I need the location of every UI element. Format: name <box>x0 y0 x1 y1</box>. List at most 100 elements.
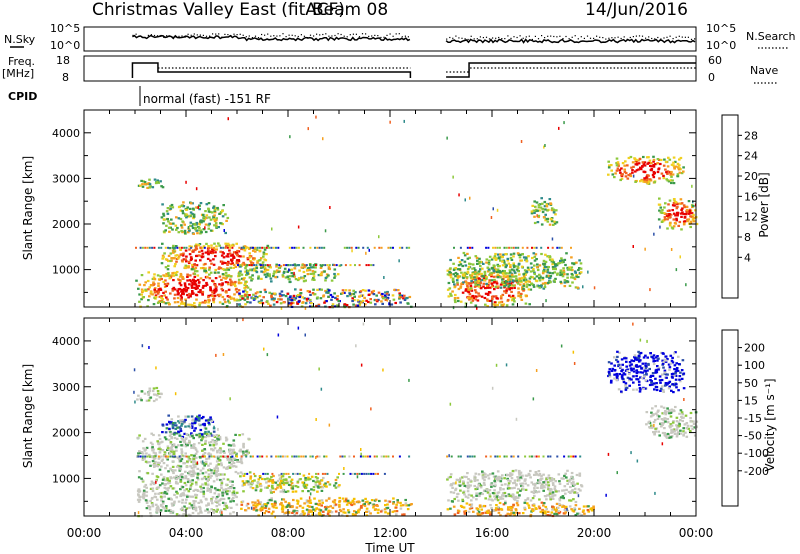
data-cell <box>187 260 191 263</box>
data-cell <box>218 244 221 247</box>
data-cell <box>212 205 216 208</box>
data-cell <box>157 457 161 460</box>
data-cell <box>345 500 348 503</box>
data-cell <box>169 485 173 488</box>
data-cell <box>160 473 163 476</box>
data-cell <box>190 284 194 287</box>
data-cell <box>680 172 684 175</box>
data-cell <box>137 494 140 497</box>
data-cell <box>540 474 543 477</box>
data-cell <box>147 393 150 397</box>
data-cell <box>560 496 563 499</box>
data-cell <box>532 269 535 273</box>
data-cell <box>623 168 626 171</box>
nsearch-dot <box>629 36 631 39</box>
data-cell <box>533 255 537 258</box>
data-cell <box>273 292 277 295</box>
data-cell <box>293 275 296 278</box>
data-cell <box>473 484 476 488</box>
data-cell <box>585 505 589 508</box>
data-cell <box>320 504 323 507</box>
data-cell <box>228 301 231 304</box>
data-cell <box>243 277 246 280</box>
data-cell <box>460 271 463 274</box>
data-cell <box>652 165 656 168</box>
data-cell <box>258 294 262 298</box>
data-cell <box>658 197 661 200</box>
data-cell <box>534 253 538 256</box>
data-cell <box>191 304 194 307</box>
data-cell <box>610 164 613 167</box>
data-cell <box>203 464 206 467</box>
data-cell <box>198 250 201 253</box>
data-cell <box>384 298 388 301</box>
data-cell <box>484 475 487 478</box>
data-cell <box>507 506 510 509</box>
data-cell <box>270 486 274 489</box>
data-cell <box>561 489 564 492</box>
data-cell <box>486 293 490 296</box>
data-cell <box>182 277 185 280</box>
data-cell <box>164 274 168 278</box>
data-cell <box>516 266 520 269</box>
data-cell <box>466 496 470 499</box>
data-cell <box>531 508 534 511</box>
data-cell <box>250 279 253 282</box>
data-cell <box>319 297 323 300</box>
data-cell <box>145 486 148 489</box>
data-cell <box>652 160 655 163</box>
data-cell <box>267 484 271 487</box>
data-cell <box>467 484 470 487</box>
data-cell <box>452 268 456 271</box>
data-cell <box>512 266 516 269</box>
streak-cell <box>314 246 316 249</box>
data-cell <box>207 473 211 476</box>
data-cell <box>183 441 186 444</box>
data-cell <box>674 214 677 217</box>
data-cell <box>490 485 493 488</box>
data-cell <box>557 512 561 515</box>
data-cell <box>242 453 245 457</box>
data-cell <box>152 282 156 286</box>
data-cell <box>326 506 330 509</box>
data-cell <box>406 302 409 305</box>
nsearch-dot <box>389 33 391 35</box>
data-cell <box>173 431 177 434</box>
data-cell <box>549 491 552 494</box>
data-cell <box>272 303 276 306</box>
data-cell <box>313 270 317 273</box>
data-cell <box>204 427 208 430</box>
data-cell <box>575 473 579 477</box>
nsearch-dot <box>645 37 647 39</box>
data-cell <box>340 514 344 517</box>
data-cell <box>152 276 156 279</box>
nsearch-dot <box>596 35 598 37</box>
data-cell <box>499 297 503 300</box>
data-cell <box>221 282 224 285</box>
nsearch-dot <box>605 38 607 40</box>
data-cell <box>175 273 178 277</box>
data-cell <box>171 272 174 275</box>
data-cell <box>476 299 480 302</box>
data-cell <box>213 207 217 210</box>
data-cell <box>451 486 454 489</box>
data-cell <box>176 426 179 429</box>
data-cell <box>182 421 186 425</box>
data-cell <box>323 506 327 509</box>
data-cell <box>347 511 351 514</box>
data-cell <box>551 508 554 511</box>
data-cell <box>217 226 220 229</box>
data-cell <box>476 259 479 262</box>
data-cell <box>270 292 274 295</box>
data-cell <box>169 511 173 514</box>
data-cell <box>592 505 595 508</box>
data-cell <box>207 435 210 438</box>
cpid-text: normal (fast) -151 RF <box>143 92 271 106</box>
data-cell <box>199 229 203 232</box>
data-cell <box>545 498 548 501</box>
data-cell <box>212 215 215 218</box>
data-cell <box>173 436 177 440</box>
data-cell <box>192 489 196 492</box>
data-cell <box>231 465 234 468</box>
data-cell <box>232 496 235 499</box>
